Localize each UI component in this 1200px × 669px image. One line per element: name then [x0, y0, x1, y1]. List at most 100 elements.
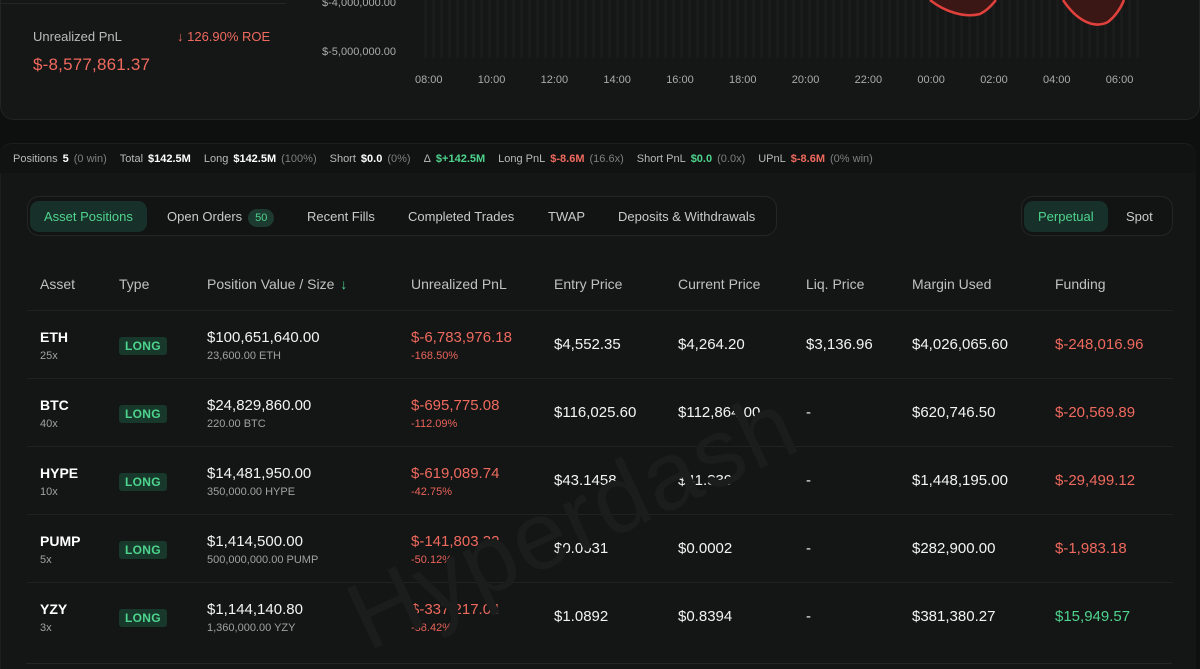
- chart-grid-stripe: [512, 0, 515, 58]
- x-tick-label: 18:00: [729, 74, 757, 86]
- x-tick-label: 06:00: [1106, 74, 1134, 86]
- entry-price: $116,025.60: [554, 404, 637, 421]
- summary-upnl: UPnL $-8.6M (0% win): [758, 153, 873, 165]
- chart-grid-stripe: [1128, 0, 1131, 58]
- chart-grid-stripe: [1032, 0, 1035, 58]
- position-value: $24,829,860.00: [207, 397, 312, 414]
- margin-used: $282,900.00: [912, 540, 996, 557]
- x-axis: 08:00 10:00 12:00 14:00 16:00 18:00 20:00 22:00…: [415, 74, 1133, 86]
- header-position-value[interactable]: Position Value / Size ↓: [207, 276, 347, 292]
- liq-price: -: [806, 540, 811, 557]
- position-type-badge: LONG: [119, 541, 167, 559]
- header-type[interactable]: Type: [119, 276, 150, 292]
- liq-price: -: [806, 608, 811, 625]
- header-margin-used[interactable]: Margin Used: [912, 276, 992, 292]
- chart-grid-stripe: [552, 0, 555, 58]
- summary-label: Positions: [13, 152, 58, 165]
- margin-used: $1,448,195.00: [912, 472, 1008, 489]
- chart-grid-stripe: [1008, 0, 1011, 58]
- summary-value: 5: [62, 152, 69, 165]
- asset-name[interactable]: BTC: [40, 397, 69, 413]
- chart-grid-stripe: [688, 0, 691, 58]
- margin-used: $381,380.27: [912, 608, 996, 625]
- toggle-perpetual[interactable]: Perpetual: [1024, 201, 1108, 232]
- summary-short-pnl: Short PnL $0.0 (0.0x): [637, 153, 745, 165]
- x-tick-label: 20:00: [792, 74, 820, 86]
- chart-grid-stripe: [432, 0, 435, 58]
- chart-grid-stripe: [1024, 0, 1027, 58]
- chart-grid-stripe: [1136, 0, 1139, 58]
- entry-price: $4,552.35: [554, 336, 621, 353]
- header-funding[interactable]: Funding: [1055, 276, 1106, 292]
- asset-name[interactable]: HYPE: [40, 465, 79, 481]
- unrealized-pnl-percent: -50.12%: [411, 554, 452, 566]
- position-value: $14,481,950.00: [207, 465, 312, 482]
- market-toggle: Perpetual Spot: [1021, 196, 1173, 236]
- x-tick-label: 10:00: [478, 74, 506, 86]
- chart-grid-stripe: [616, 0, 619, 58]
- chart-grid-stripe: [864, 0, 867, 58]
- chart-grid-stripe: [440, 0, 443, 58]
- pnl-area: [930, 0, 996, 16]
- margin-used: $620,746.50: [912, 404, 996, 421]
- leverage: 3x: [40, 622, 52, 634]
- summary-value: $0.0: [360, 152, 383, 165]
- chart-grid-stripe: [808, 0, 811, 58]
- toggle-spot[interactable]: Spot: [1112, 201, 1167, 232]
- chart-grid-stripe: [960, 0, 963, 58]
- tab-label: Completed Trades: [408, 209, 515, 224]
- liq-price: -: [806, 404, 811, 421]
- summary-detail: (0%): [387, 152, 411, 165]
- chart-grid-stripe: [600, 0, 603, 58]
- tab-twap[interactable]: TWAP: [534, 201, 599, 232]
- header-asset[interactable]: Asset: [40, 276, 76, 292]
- summary-label: Long PnL: [498, 152, 546, 165]
- chart-grid-stripe: [480, 0, 483, 58]
- summary-value: $-8.6M: [790, 152, 826, 165]
- chart-grid-stripe: [1048, 0, 1051, 58]
- chart-grid: [424, 0, 1139, 58]
- liq-price: $3,136.96: [806, 336, 873, 353]
- chart-grid-stripe: [1080, 0, 1083, 58]
- chart-grid-stripe: [496, 0, 499, 58]
- chart-grid-stripe: [912, 0, 915, 58]
- asset-name[interactable]: YZY: [40, 601, 68, 617]
- summary-total: Total $142.5M: [120, 153, 191, 165]
- chart-grid-stripe: [624, 0, 627, 58]
- position-size: 350,000.00 HYPE: [207, 486, 296, 498]
- header-entry-price[interactable]: Entry Price: [554, 276, 623, 292]
- tab-completed-trades[interactable]: Completed Trades: [394, 201, 528, 232]
- asset-name[interactable]: PUMP: [40, 533, 81, 549]
- chart-grid-stripe: [1056, 0, 1059, 58]
- position-type-badge: LONG: [119, 609, 167, 627]
- tab-recent-fills[interactable]: Recent Fills: [293, 201, 389, 232]
- header-liq-price[interactable]: Liq. Price: [806, 276, 865, 292]
- chart-grid-stripe: [984, 0, 987, 58]
- divider: [1, 3, 286, 4]
- tab-open-orders[interactable]: Open Orders 50: [153, 201, 288, 232]
- chart-grid-stripe: [848, 0, 851, 58]
- chart-grid-stripe: [976, 0, 979, 58]
- tab-asset-positions[interactable]: Asset Positions: [30, 201, 147, 232]
- chart-grid-stripe: [544, 0, 547, 58]
- header-current-price[interactable]: Current Price: [678, 276, 761, 292]
- position-size: 1,360,000.00 YZY: [207, 622, 296, 634]
- summary-value: $142.5M: [148, 152, 191, 165]
- asset-name[interactable]: ETH: [40, 329, 68, 345]
- chart-grid-stripe: [904, 0, 907, 58]
- summary-value: $-8.6M: [550, 152, 585, 165]
- header-unrealized-pnl[interactable]: Unrealized PnL: [411, 276, 507, 292]
- tab-label: Asset Positions: [44, 209, 133, 224]
- tab-deposits-withdrawals[interactable]: Deposits & Withdrawals: [604, 201, 769, 232]
- chart-grid-stripe: [784, 0, 787, 58]
- x-tick-label: 02:00: [980, 74, 1008, 86]
- chart-grid-stripe: [1112, 0, 1115, 58]
- chart-grid-stripe: [704, 0, 707, 58]
- tab-label: Recent Fills: [307, 209, 375, 224]
- chart-grid-stripe: [632, 0, 635, 58]
- chart-grid-stripe: [472, 0, 475, 58]
- toggle-label: Spot: [1126, 209, 1153, 224]
- unrealized-pnl: $-619,089.74: [411, 465, 500, 482]
- summary-detail: (0.0x): [717, 152, 746, 165]
- unrealized-pnl-percent: -168.50%: [411, 350, 459, 362]
